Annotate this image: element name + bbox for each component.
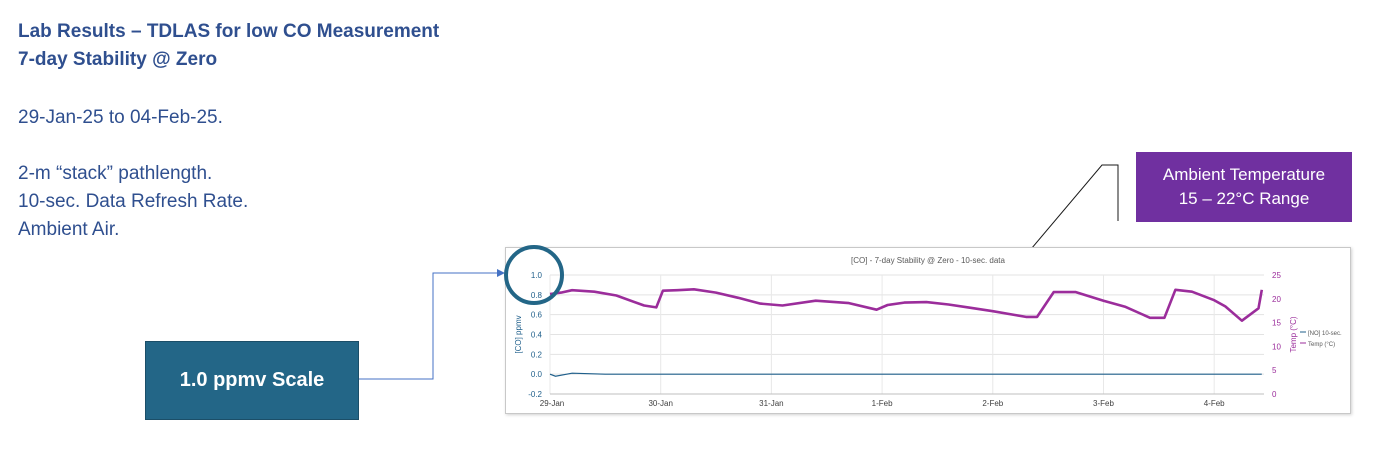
scale-connector-arrowhead xyxy=(497,269,505,277)
scale-callout: 1.0 ppmv Scale xyxy=(145,341,359,420)
co-series-line xyxy=(549,372,1262,377)
series-layer xyxy=(549,287,1264,377)
x-tick-label: 2-Feb xyxy=(982,399,1003,408)
x-tick-label: 29-Jan xyxy=(540,399,564,408)
y-tick-label: 0.4 xyxy=(531,331,543,340)
legend-entry: [NO] 10-sec. xyxy=(1308,331,1342,337)
note-pathlength: 2-m “stack” pathlength. xyxy=(18,163,213,184)
grid-layer xyxy=(549,274,1264,395)
legend-entry: Temp (°C) xyxy=(1308,342,1335,348)
y-tick-label: 0.8 xyxy=(531,291,543,300)
slide-title-line1: Lab Results – TDLAS for low CO Measureme… xyxy=(18,21,440,42)
temperature-callout-line1: Ambient Temperature xyxy=(1162,165,1326,184)
scale-callout-label: 1.0 ppmv Scale xyxy=(179,369,325,391)
y-tick-label: -0.2 xyxy=(528,390,542,399)
slide-title-line2: 7-day Stability @ Zero xyxy=(18,49,218,70)
x-tick-label: 30-Jan xyxy=(648,399,672,408)
note-ambient-air: Ambient Air. xyxy=(18,219,120,240)
y-tick-label: 0.2 xyxy=(531,350,543,359)
x-tick-label: 31-Jan xyxy=(759,399,783,408)
y2-tick-label: 20 xyxy=(1272,295,1281,304)
y2-tick-label: 0 xyxy=(1272,390,1277,399)
y2-tick-label: 10 xyxy=(1272,342,1281,351)
chart-frame: [CO] - 7-day Stability @ Zero - 10-sec. … xyxy=(505,247,1351,414)
y-axis-label: [CO] ppmv xyxy=(514,315,523,353)
date-range: 29-Jan-25 to 04-Feb-25. xyxy=(18,107,223,128)
temp-series-line xyxy=(549,287,1264,322)
y2-tick-label: 25 xyxy=(1272,271,1281,280)
notes-list: 2-m “stack” pathlength. 10-sec. Data Ref… xyxy=(18,160,248,244)
scale-connector-line xyxy=(357,272,505,380)
x-tick-label: 1-Feb xyxy=(872,399,893,408)
x-tick-label: 3-Feb xyxy=(1093,399,1114,408)
chart-title: [CO] - 7-day Stability @ Zero - 10-sec. … xyxy=(851,256,1006,265)
x-tick-label: 4-Feb xyxy=(1204,399,1225,408)
y-tick-label: 0.6 xyxy=(531,311,543,320)
y2-tick-label: 5 xyxy=(1272,366,1277,375)
note-refresh-rate: 10-sec. Data Refresh Rate. xyxy=(18,191,249,212)
y2-axis-label: Temp (°C) xyxy=(1289,316,1298,352)
y-tick-label: 0.0 xyxy=(531,370,543,379)
temp-connector-line xyxy=(987,164,1119,301)
co-stability-chart: [CO] - 7-day Stability @ Zero - 10-sec. … xyxy=(514,256,1342,408)
temperature-callout: Ambient Temperature 15 – 22°C Range xyxy=(1136,152,1352,222)
legend-layer: [NO] 10-sec. Temp (°C) xyxy=(1300,331,1342,348)
y2-tick-label: 15 xyxy=(1272,319,1281,328)
y-tick-label: 1.0 xyxy=(531,271,543,280)
temperature-callout-line2: 15 – 22°C Range xyxy=(1178,189,1310,208)
